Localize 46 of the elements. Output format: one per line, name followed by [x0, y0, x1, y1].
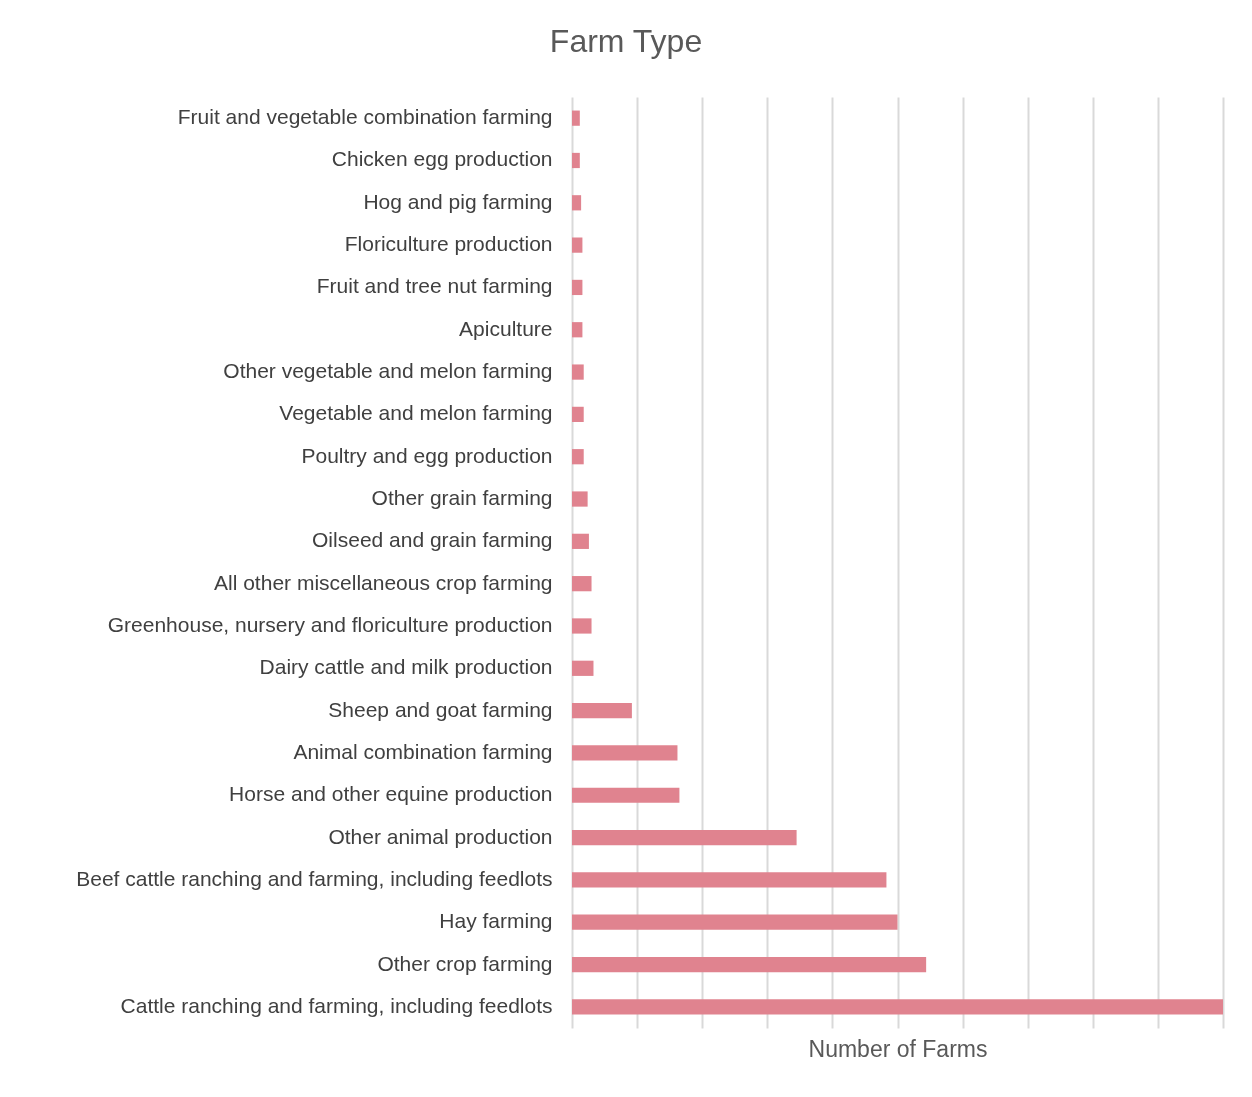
- y-tick-label: Oilseed and grain farming: [312, 528, 553, 552]
- y-tick-label: Hog and pig farming: [363, 189, 553, 213]
- y-tick-label: Horse and other equine production: [229, 782, 553, 806]
- y-tick-label: Vegetable and melon farming: [279, 401, 553, 425]
- bar: [572, 660, 594, 676]
- y-tick-label: Chicken egg production: [331, 147, 553, 171]
- bar: [572, 364, 584, 380]
- y-tick-label: Poultry and egg production: [301, 443, 553, 467]
- y-tick-label: Other vegetable and melon farming: [223, 359, 553, 383]
- y-tick-label: Other grain farming: [371, 486, 553, 510]
- y-tick-label: Other crop farming: [377, 951, 553, 975]
- bar: [572, 956, 927, 973]
- y-tick-label: Hay farming: [439, 909, 553, 933]
- bar: [572, 533, 589, 549]
- bar: [572, 576, 592, 592]
- bar: [572, 237, 583, 253]
- y-tick-label: Other animal production: [328, 824, 553, 848]
- bar: [572, 195, 582, 211]
- y-tick-label: Cattle ranching and farming, including feedlots: [120, 993, 553, 1017]
- bar: [572, 322, 583, 338]
- bar: [572, 914, 898, 930]
- y-tick-label: Fruit and vegetable combination farming: [177, 105, 553, 129]
- y-tick-label: Floriculture production: [344, 232, 553, 256]
- bar: [572, 491, 588, 507]
- y-tick-label: Sheep and goat farming: [328, 697, 553, 721]
- y-tick-label: Animal combination farming: [293, 739, 553, 763]
- bar: [572, 110, 580, 126]
- y-tick-label: Greenhouse, nursery and floriculture production: [107, 612, 553, 636]
- y-tick-label: Fruit and tree nut farming: [316, 274, 553, 298]
- bar: [572, 618, 592, 634]
- bar: [572, 406, 584, 422]
- bar: [572, 703, 632, 719]
- y-tick-label: Beef cattle ranching and farming, including feedlots: [76, 866, 553, 890]
- y-tick-label: Dairy cattle and milk production: [259, 655, 553, 679]
- bar: [572, 449, 584, 465]
- bar: [572, 787, 680, 803]
- bar: [572, 999, 1223, 1015]
- chart-title: Farm Type: [549, 23, 703, 59]
- bar: [572, 829, 797, 846]
- x-axis-title: Number of Farms: [808, 1035, 988, 1062]
- y-tick-label: Apiculture: [459, 316, 553, 340]
- bar: [572, 745, 678, 761]
- y-tick-label: All other miscellaneous crop farming: [214, 570, 553, 594]
- bar: [572, 152, 580, 169]
- bar: [572, 872, 887, 888]
- bar: [572, 279, 583, 296]
